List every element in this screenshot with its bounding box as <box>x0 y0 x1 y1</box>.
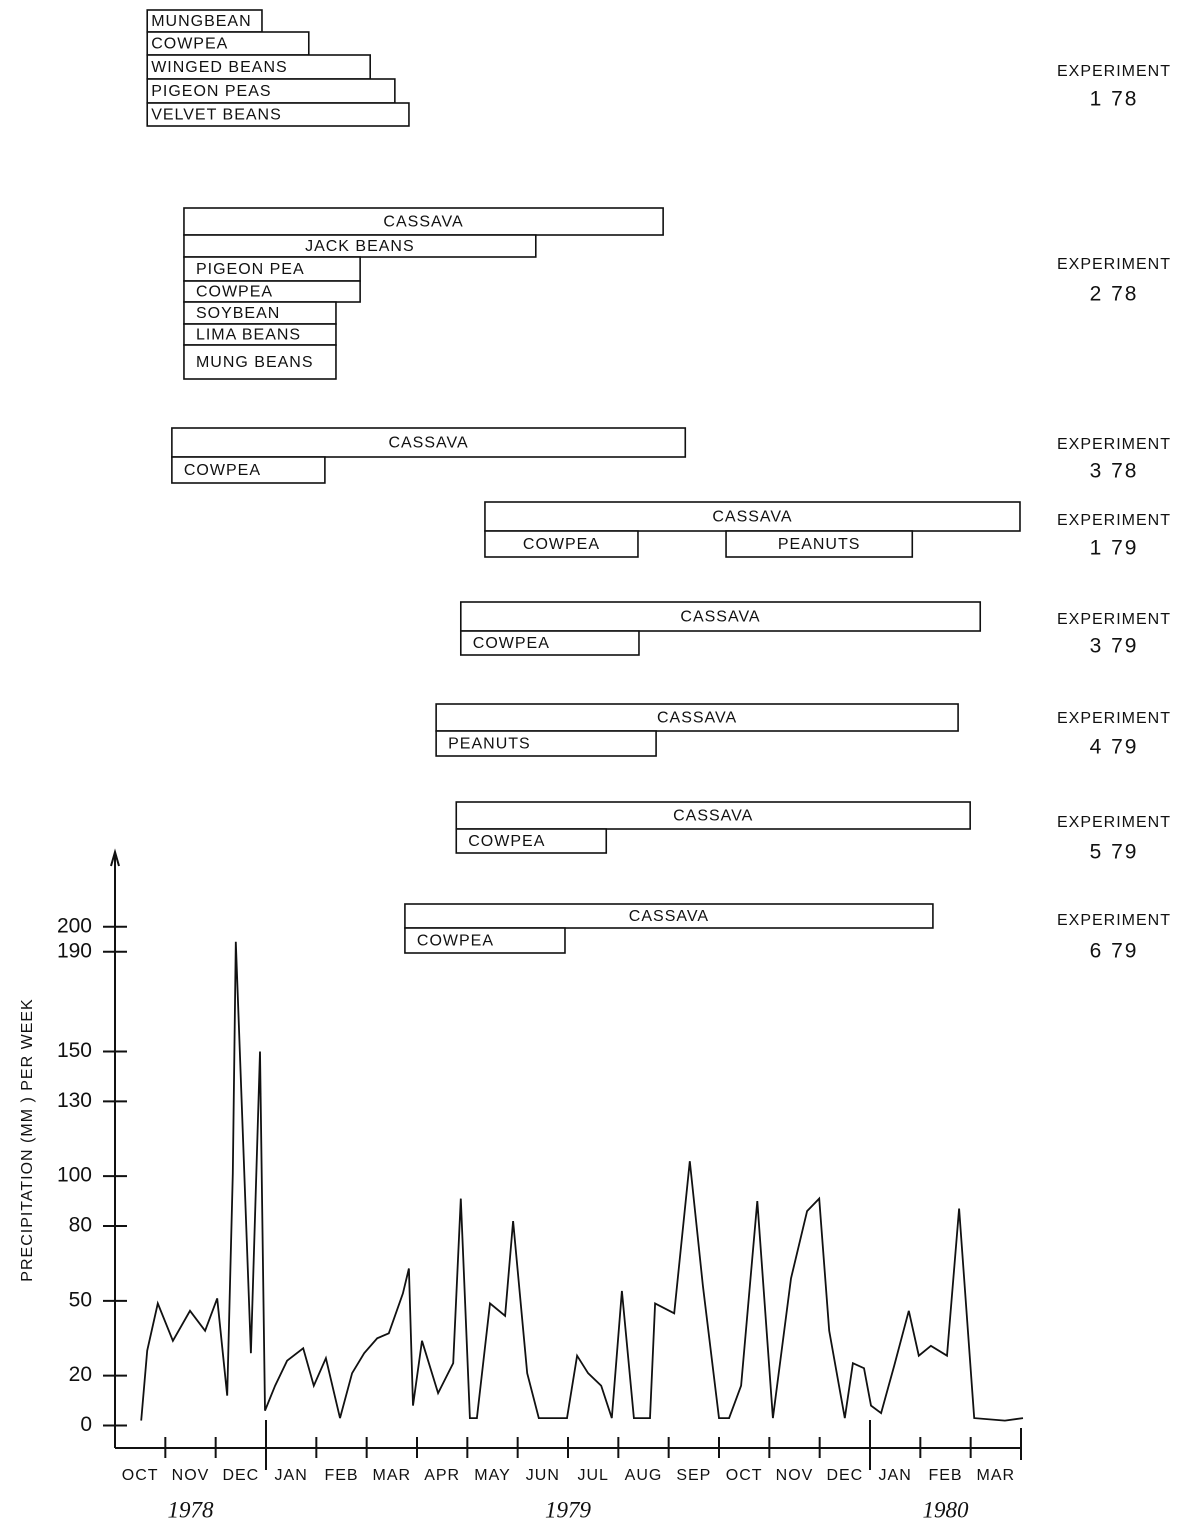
experiment-id: 4 79 <box>1090 736 1139 759</box>
x-tick-label: JAN <box>879 1467 912 1484</box>
x-tick-label: JUL <box>577 1467 608 1484</box>
x-tick-label: NOV <box>776 1467 814 1484</box>
y-tick-label: 80 <box>69 1214 92 1237</box>
y-tick-label: 100 <box>57 1164 92 1187</box>
crop-bar <box>459 630 640 656</box>
x-tick-label: APR <box>424 1467 460 1484</box>
crop-label: CASSAVA <box>629 908 709 925</box>
y-tick-label: 190 <box>57 939 92 962</box>
crop-label: COWPEA <box>196 284 273 301</box>
crop-bar <box>183 256 361 282</box>
experiment-label: EXPERIMENT <box>1057 912 1171 929</box>
y-tick-label: 50 <box>69 1288 92 1311</box>
crop-label: COWPEA <box>184 462 261 479</box>
crop-bar <box>146 102 410 127</box>
x-tick-label: OCT <box>122 1467 159 1484</box>
x-tick-label: MAR <box>373 1467 412 1484</box>
x-tick-label: JUN <box>526 1467 560 1484</box>
crop-bar <box>183 344 337 380</box>
experiment-id: 5 79 <box>1090 841 1139 864</box>
crop-bar <box>435 703 959 732</box>
crop-label: MUNG BEANS <box>196 354 314 371</box>
crop-label: WINGED BEANS <box>151 59 287 76</box>
y-tick-label: 150 <box>57 1039 92 1062</box>
crop-label: PEANUTS <box>778 536 861 553</box>
crop-bar <box>435 730 657 757</box>
x-tick-label: MAY <box>474 1467 510 1484</box>
crop-label: CASSAVA <box>383 214 463 231</box>
crop-label: MUNGBEAN <box>151 13 251 30</box>
crop-label: COWPEA <box>473 635 550 652</box>
crop-bar <box>484 530 639 558</box>
crop-label: CASSAVA <box>388 435 468 452</box>
crop-label: COWPEA <box>151 36 228 53</box>
crop-label: COWPEA <box>523 536 600 553</box>
experiment-label: EXPERIMENT <box>1057 814 1171 831</box>
x-tick-label: DEC <box>222 1467 259 1484</box>
crop-bar <box>404 927 566 954</box>
crop-label: CASSAVA <box>673 808 753 825</box>
crop-label: VELVET BEANS <box>151 107 282 124</box>
crop-bar <box>146 78 396 104</box>
y-axis-title: PRECIPITATION (MM ) PER WEEK <box>19 998 36 1281</box>
experiment-label: EXPERIMENT <box>1057 710 1171 727</box>
experiment-id: 2 78 <box>1090 283 1139 306</box>
crop-label: CASSAVA <box>657 710 737 727</box>
x-tick-label: DEC <box>826 1467 863 1484</box>
x-tick-label: OCT <box>726 1467 763 1484</box>
crop-label: PEANUTS <box>448 736 531 753</box>
y-tick-label: 20 <box>69 1363 92 1386</box>
crop-label: LIMA BEANS <box>196 327 301 344</box>
crop-bar <box>459 601 982 632</box>
experiment-id: 3 79 <box>1090 635 1139 658</box>
precipitation-line <box>140 941 1024 1422</box>
x-tick-label: NOV <box>172 1467 210 1484</box>
experiment-label: EXPERIMENT <box>1057 611 1171 628</box>
crop-bar <box>455 828 608 854</box>
crop-label: SOYBEAN <box>196 305 280 322</box>
experiment-id: 1 78 <box>1090 88 1139 111</box>
experiment-label: EXPERIMENT <box>1057 256 1171 273</box>
crop-bar <box>484 501 1021 532</box>
crop-label: COWPEA <box>417 933 494 950</box>
experiment-label: EXPERIMENT <box>1057 436 1171 453</box>
crop-label: PIGEON PEA <box>196 261 305 278</box>
y-tick-label: 130 <box>57 1089 92 1112</box>
x-tick-label: FEB <box>324 1467 358 1484</box>
crop-bar <box>171 427 687 458</box>
crop-label: JACK BEANS <box>305 238 415 255</box>
year-label: 1980 <box>923 1497 970 1522</box>
experiment-label: EXPERIMENT <box>1057 512 1171 529</box>
x-tick-label: SEP <box>676 1467 711 1484</box>
experiment-id: 1 79 <box>1090 537 1139 560</box>
y-tick-label: 200 <box>57 914 92 937</box>
crop-bar <box>725 530 914 558</box>
experiment-id: 6 79 <box>1090 940 1139 963</box>
y-axis-arrow <box>110 848 120 867</box>
x-tick-label: FEB <box>928 1467 962 1484</box>
crop-label: COWPEA <box>468 833 545 850</box>
x-tick-label: AUG <box>625 1467 663 1484</box>
crop-bar <box>171 456 326 484</box>
crop-label: PIGEON PEAS <box>151 83 271 100</box>
year-label: 1979 <box>545 1497 592 1522</box>
crop-label: CASSAVA <box>680 609 760 626</box>
x-tick-label: MAR <box>977 1467 1016 1484</box>
year-label: 1978 <box>168 1497 215 1522</box>
crop-label: CASSAVA <box>712 509 792 526</box>
experiment-label: EXPERIMENT <box>1057 63 1171 80</box>
y-tick-label: 0 <box>80 1413 92 1436</box>
experiment-id: 3 78 <box>1090 460 1139 483</box>
crop-bar <box>404 903 934 929</box>
crop-bar <box>455 801 971 830</box>
x-tick-label: JAN <box>275 1467 308 1484</box>
